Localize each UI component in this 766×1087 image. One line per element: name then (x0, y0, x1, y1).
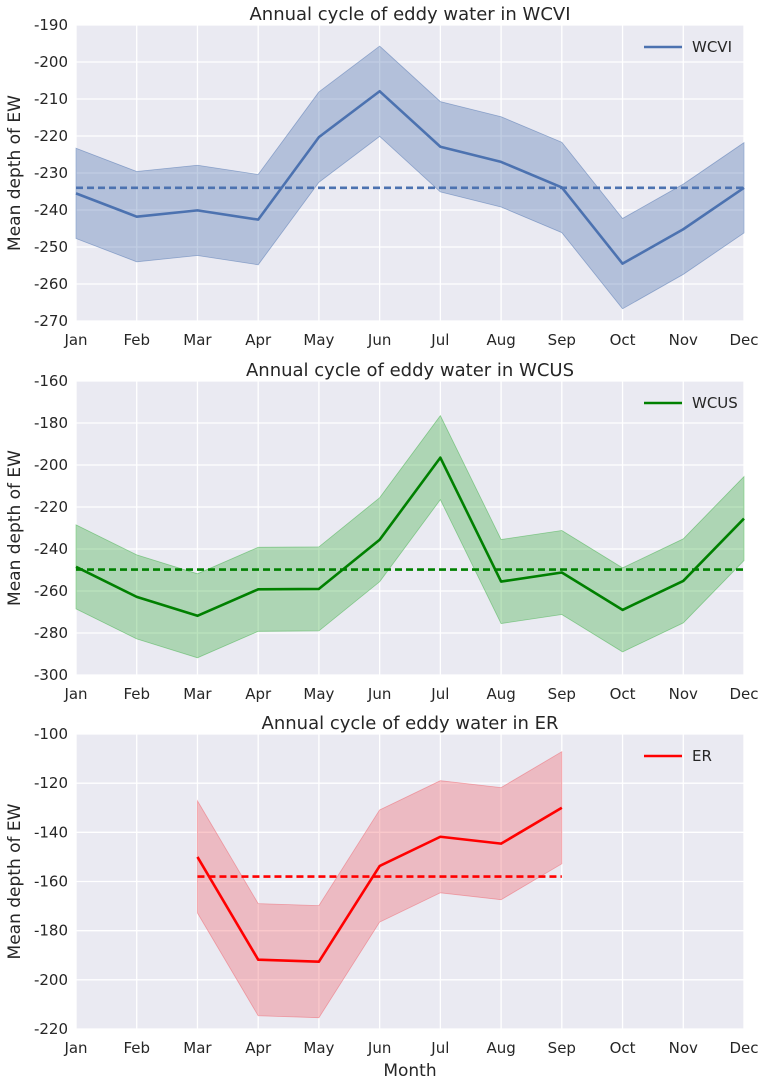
x-tick-label: May (303, 1039, 334, 1057)
x-axis-label: Month (383, 1061, 436, 1081)
y-tick-label: -260 (34, 582, 68, 600)
y-tick-label: -220 (34, 127, 68, 145)
y-tick-label: -260 (34, 275, 68, 293)
legend-label: ER (692, 747, 712, 765)
x-tick-label: Dec (729, 1039, 758, 1057)
x-tick-label: Jul (430, 331, 449, 349)
y-tick-label: -240 (34, 540, 68, 558)
x-tick-label: Jul (430, 1039, 449, 1057)
y-axis-label: Mean depth of EW (5, 450, 25, 606)
y-axis-label: Mean depth of EW (5, 95, 25, 251)
y-tick-label: -100 (34, 725, 68, 743)
x-tick-label: Jan (63, 331, 87, 349)
x-tick-label: Apr (245, 1039, 272, 1057)
x-tick-label: Dec (729, 685, 758, 703)
x-tick-label: Mar (183, 331, 212, 349)
y-tick-label: -180 (34, 922, 68, 940)
y-axis-label: Mean depth of EW (5, 803, 25, 959)
x-tick-label: Jan (63, 1039, 87, 1057)
x-tick-label: Jun (367, 685, 391, 703)
y-tick-label: -210 (34, 90, 68, 108)
y-tick-label: -200 (34, 456, 68, 474)
x-tick-label: Feb (123, 1039, 150, 1057)
y-tick-label: -190 (34, 16, 68, 34)
y-tick-label: -200 (34, 53, 68, 71)
series-line (196, 806, 563, 963)
y-tick-label: -300 (34, 666, 68, 684)
x-tick-label: Jul (430, 685, 449, 703)
x-tick-label: Nov (669, 331, 698, 349)
x-tick-label: Feb (123, 331, 150, 349)
chart-title: Annual cycle of eddy water in ER (262, 713, 559, 734)
x-tick-label: Apr (245, 331, 272, 349)
x-tick-label: May (303, 685, 334, 703)
y-tick-label: -270 (34, 312, 68, 330)
x-tick-label: Oct (610, 685, 636, 703)
x-tick-label: Dec (729, 331, 758, 349)
x-tick-label: May (303, 331, 334, 349)
x-tick-label: Oct (610, 331, 636, 349)
confidence-band (197, 750, 563, 1019)
y-tick-label: -240 (34, 201, 68, 219)
x-tick-label: Oct (610, 1039, 636, 1057)
y-tick-label: -250 (34, 238, 68, 256)
x-tick-label: Sep (548, 1039, 576, 1057)
y-tick-label: -220 (34, 498, 68, 516)
y-tick-label: -230 (34, 164, 68, 182)
x-tick-label: Aug (486, 685, 515, 703)
x-tick-label: Sep (548, 685, 576, 703)
x-tick-label: Apr (245, 685, 272, 703)
x-tick-label: Nov (669, 685, 698, 703)
series-line (75, 456, 745, 618)
x-tick-label: Mar (183, 1039, 212, 1057)
y-tick-label: -280 (34, 624, 68, 642)
x-tick-label: Jan (63, 685, 87, 703)
plot-area (76, 381, 744, 675)
x-tick-label: Aug (486, 331, 515, 349)
x-tick-label: Nov (669, 1039, 698, 1057)
chart-title: Annual cycle of eddy water in WCVI (249, 4, 570, 25)
y-tick-label: -180 (34, 414, 68, 432)
legend-label: WCVI (692, 38, 732, 56)
legend-label: WCUS (692, 394, 738, 412)
series-line (75, 89, 745, 265)
x-tick-label: Sep (548, 331, 576, 349)
x-tick-label: Jun (367, 331, 391, 349)
x-tick-label: Feb (123, 685, 150, 703)
y-tick-label: -160 (34, 372, 68, 390)
chart-title: Annual cycle of eddy water in WCUS (246, 360, 574, 381)
confidence-band (75, 45, 745, 310)
y-tick-label: -160 (34, 873, 68, 891)
y-tick-label: -200 (34, 971, 68, 989)
x-tick-label: Mar (183, 685, 212, 703)
x-tick-label: Aug (486, 1039, 515, 1057)
y-tick-label: -220 (34, 1020, 68, 1038)
x-tick-label: Jun (367, 1039, 391, 1057)
y-tick-label: -120 (34, 774, 68, 792)
y-tick-label: -140 (34, 823, 68, 841)
